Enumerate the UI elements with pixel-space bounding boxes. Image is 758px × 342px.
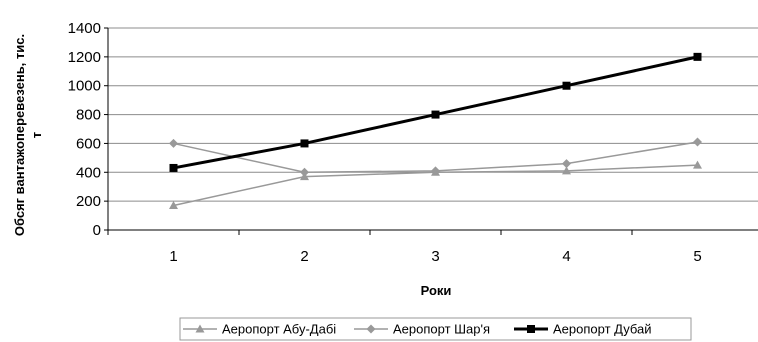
y-tick-label: 200 [76, 193, 101, 210]
legend-entry: Аеропорт Абу-Дабі [183, 322, 336, 337]
x-tick-label: 2 [300, 248, 308, 265]
y-axis-title: Обсяг вантажоперевезень, тис. т [12, 34, 44, 236]
legend-marker [527, 325, 535, 333]
legend: Аеропорт Абу-Дабі Аеропорт Шар'я Аеропорт … [179, 317, 692, 341]
data-point [431, 166, 440, 176]
data-point [300, 139, 309, 148]
data-point [562, 159, 571, 169]
data-point [693, 52, 702, 61]
data-point [431, 110, 440, 119]
series-3 [169, 52, 702, 172]
data-point [562, 166, 571, 175]
x-axis-title: Роки [421, 283, 452, 298]
legend-marker [195, 324, 205, 333]
x-tick-label: 5 [693, 248, 701, 265]
y-axis-title-line-1: Обсяг вантажоперевезень, тис. [12, 34, 27, 236]
x-tick-label: 3 [431, 248, 439, 265]
legend-label: Аеропорт Абу-Дабі [222, 322, 336, 337]
y-tick-label: 1400 [68, 20, 101, 37]
legend-label: Аеропорт Шар'я [393, 322, 490, 337]
y-tick-label: 1000 [68, 78, 101, 95]
axes [104, 27, 758, 235]
data-point [169, 163, 178, 172]
data-point [169, 200, 178, 209]
legend-entry: Аеропорт Шар'я [354, 322, 490, 337]
y-tick-label: 1200 [68, 49, 101, 66]
x-tick-label: 4 [562, 248, 570, 265]
series-2 [169, 137, 702, 177]
y-axis-title-line-2: т [29, 132, 44, 138]
y-tick-label: 400 [76, 164, 101, 181]
legend-marker [366, 324, 376, 334]
data-point [562, 81, 571, 90]
series-lines [169, 52, 702, 209]
y-tick-labels: 0 200 400 600 800 1000 1200 1400 [68, 20, 101, 239]
data-point [169, 138, 178, 148]
x-tick-labels: 1 2 3 4 5 [169, 248, 701, 265]
legend-entry: Аеропорт Дубай [514, 322, 652, 337]
legend-box [179, 317, 692, 341]
data-point [693, 160, 702, 169]
y-tick-label: 800 [76, 107, 101, 124]
x-tick-label: 1 [169, 248, 177, 265]
gridlines [108, 27, 758, 202]
data-point [300, 167, 309, 177]
y-tick-label: 0 [93, 222, 101, 239]
legend-label: Аеропорт Дубай [553, 322, 652, 337]
y-tick-label: 600 [76, 135, 101, 152]
data-point [693, 137, 702, 147]
